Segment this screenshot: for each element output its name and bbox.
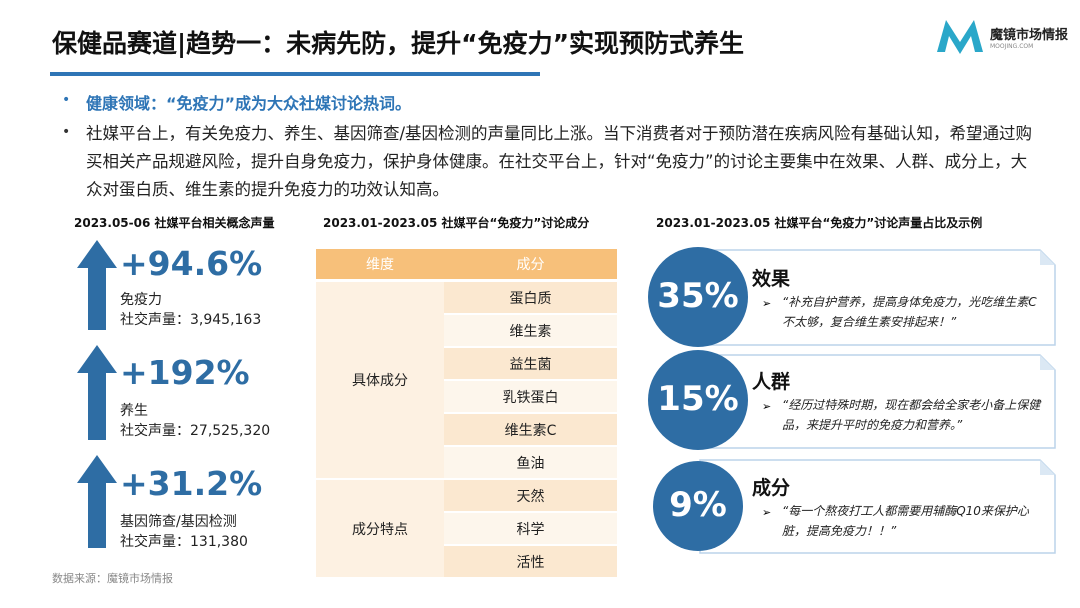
bullet: 健康领域：“免疫力”成为大众社媒讨论热词。 [86, 94, 412, 113]
ingredient: 科学 [444, 513, 617, 546]
card-title: 效果 [752, 268, 791, 290]
volume: 社交声量：131,380 [120, 534, 248, 550]
arrow-bullet: ➢ [762, 506, 772, 519]
ingredient: 天然 [444, 480, 617, 513]
ingredient: 鱼油 [444, 447, 617, 480]
bullet-dot: • [62, 92, 71, 108]
ingredient: 蛋白质 [444, 282, 617, 315]
quote: “补充自护营养，提高身体免疫力，光吃维生素C不太够，复合维生素安排起来！” [782, 295, 1037, 329]
share: 9% [669, 485, 727, 525]
growth: +192% [120, 353, 250, 392]
panel-title: 2023.01-2023.05 社媒平台“免疫力”讨论声量占比及示例 [656, 216, 983, 230]
title-underline [50, 72, 540, 76]
volume: 社交声量：27,525,320 [120, 423, 271, 439]
cards [648, 247, 1056, 554]
group-label: 具体成分 [316, 282, 444, 480]
footer: 数据来源：魔镜市场情报 [52, 572, 173, 585]
table-header: 成分 [444, 249, 617, 281]
ingredient: 活性 [444, 546, 617, 579]
table-header: 维度 [316, 249, 444, 281]
growth: +94.6% [120, 244, 263, 283]
bullet-dot: • [62, 124, 71, 140]
card-title: 人群 [752, 371, 791, 393]
concept: 基因筛查/基因检测 [120, 514, 237, 530]
ingredient: 益生菌 [444, 348, 617, 381]
logo-mark [937, 20, 983, 54]
ingredient: 维生素C [444, 414, 617, 447]
ingredient: 乳铁蛋白 [444, 381, 617, 414]
concept: 免疫力 [120, 292, 162, 308]
card-title: 成分 [752, 477, 791, 499]
panel-title: 2023.01-2023.05 社媒平台“免疫力”讨论成分 [323, 216, 590, 230]
title: 保健品赛道|趋势一：未病先防，提升“免疫力”实现预防式养生 [52, 29, 744, 58]
share: 15% [657, 379, 739, 419]
quote: “经历过特殊时期，现在都会给全家老小备上保健品，来提升平时的免疫力和营养。” [782, 398, 1041, 432]
logo-name: 魔镜市场情报 [990, 28, 1069, 43]
arrows [77, 240, 117, 548]
panel-title: 2023.05-06 社媒平台相关概念声量 [74, 216, 275, 230]
ingredient: 维生素 [444, 315, 617, 348]
growth: +31.2% [120, 464, 263, 503]
quote: “每一个熬夜打工人都需要用辅酶Q10来保护心脏，提高免疫力！！” [782, 504, 1029, 538]
share: 35% [657, 276, 739, 316]
volume: 社交声量：3,945,163 [120, 312, 262, 328]
arrow-bullet: ➢ [762, 400, 772, 413]
group-label: 成分特点 [316, 480, 444, 579]
arrow-bullet: ➢ [762, 297, 772, 310]
logo-site: MOOJING.COM [990, 43, 1034, 50]
bullet: 社媒平台上，有关免疫力、养生、基因筛查/基因检测的声量同比上涨。当下消费者对于预… [86, 124, 1033, 199]
concept: 养生 [120, 403, 148, 419]
